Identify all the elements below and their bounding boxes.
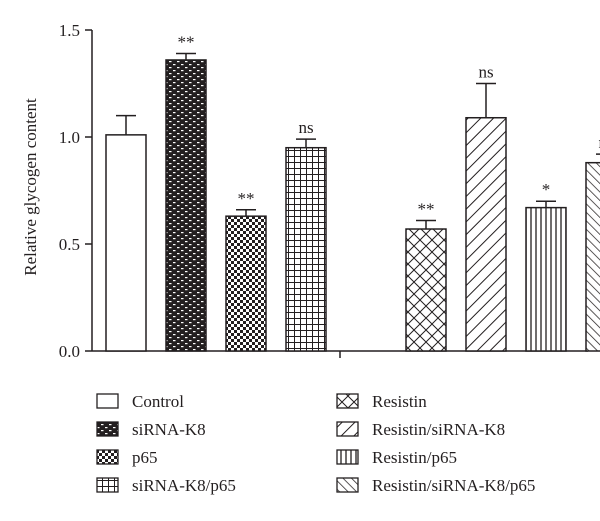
legend-label: Resistin/siRNA-K8/p65: [372, 476, 535, 495]
y-tick-label: 1.0: [59, 128, 80, 147]
legend-swatch: [336, 477, 359, 493]
y-tick-label: 0.0: [59, 342, 80, 361]
legend-label: Resistin/siRNA-K8: [372, 420, 505, 439]
y-tick-label: 0.5: [59, 235, 80, 254]
bar: [285, 146, 327, 352]
bar: [225, 215, 267, 352]
legend-label: siRNA-K8/p65: [132, 476, 236, 495]
legend-swatch: [96, 449, 119, 465]
significance-label: **: [418, 199, 435, 218]
legend-label: Resistin: [372, 392, 427, 411]
bar: [585, 161, 600, 352]
y-tick-label: 1.5: [59, 21, 80, 40]
legend-swatch: [336, 393, 359, 409]
bar: [105, 134, 147, 352]
significance-label: ns: [478, 63, 493, 82]
legend-label: Control: [132, 392, 184, 411]
bar: [165, 59, 207, 352]
legend-label: Resistin/p65: [372, 448, 457, 467]
legend: Control siRNA-K8 p65 siRNA-K8/p65 Resistin Re…: [96, 392, 535, 495]
bar: [465, 116, 507, 352]
legend-swatch: [96, 477, 119, 493]
legend-swatch: [96, 393, 119, 409]
bars: ** ** ns ** ns * ns: [105, 33, 600, 352]
bar: [405, 228, 447, 352]
y-axis-title: Relative glycogen content: [21, 98, 40, 276]
y-ticks: 0.0 0.5 1.0 1.5: [59, 21, 92, 361]
significance-label: **: [238, 189, 255, 208]
legend-swatch: [96, 421, 119, 437]
significance-label: ns: [598, 133, 600, 152]
bar: [525, 206, 567, 352]
legend-swatch: [336, 449, 359, 465]
significance-label: **: [178, 33, 195, 52]
legend-label: p65: [132, 448, 158, 467]
significance-label: ns: [298, 118, 313, 137]
legend-label: siRNA-K8: [132, 420, 206, 439]
legend-swatch: [336, 421, 359, 437]
significance-label: *: [542, 180, 551, 199]
